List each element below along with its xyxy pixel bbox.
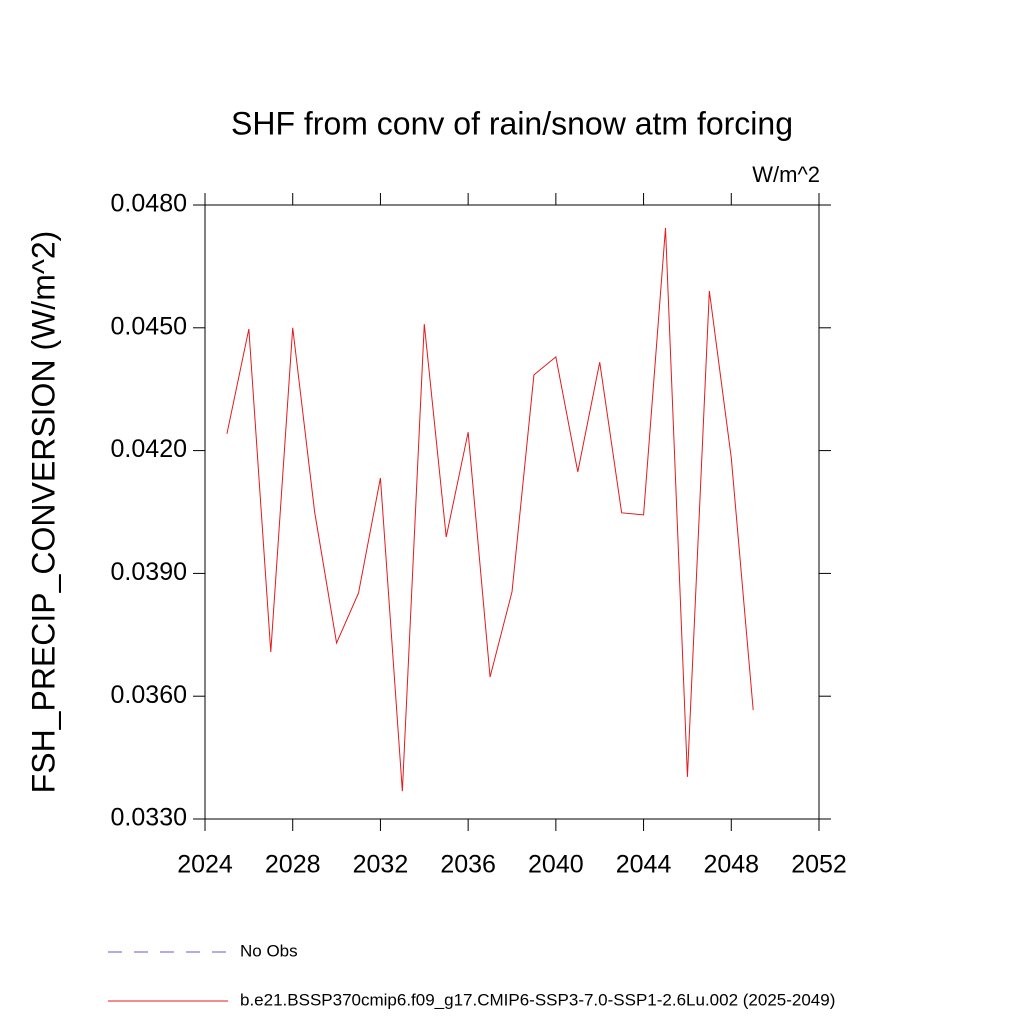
legend-label: No Obs [240,941,298,960]
data-line [226,227,754,792]
y-tick-label: 0.0450 [111,312,187,340]
x-tick-label: 2024 [177,851,233,879]
x-tick-label: 2052 [791,851,847,879]
x-tick-label: 2040 [528,851,584,879]
x-tick-label: 2044 [616,851,672,879]
y-tick-label: 0.0330 [111,804,187,832]
x-tick-label: 2028 [265,851,321,879]
plot-frame [204,204,820,820]
legend-label: b.e21.BSSP370cmip6.f09_g17.CMIP6-SSP3-7.… [240,990,835,1009]
y-axis-label: FSH_PRECIP_CONVERSION (W/m^2) [25,231,61,794]
x-tick-label: 2032 [353,851,409,879]
y-tick-label: 0.0390 [111,558,187,586]
y-tick-label: 0.0420 [111,435,187,463]
x-tick-label: 2036 [440,851,496,879]
x-tick-label: 2048 [703,851,759,879]
units-label: W/m^2 [752,162,820,187]
y-tick-label: 0.0360 [111,681,187,709]
chart-title: SHF from conv of rain/snow atm forcing [231,105,793,141]
y-tick-label: 0.0480 [111,190,187,218]
